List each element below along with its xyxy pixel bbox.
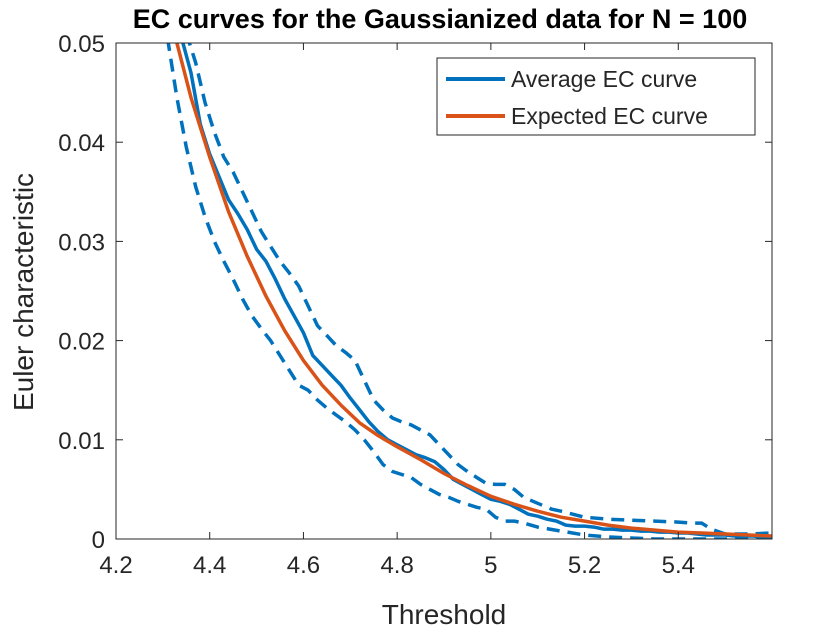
y-tick-label: 0.04 [58,130,105,157]
y-tick-label: 0.05 [58,31,105,58]
legend-label-average: Average EC curve [511,66,697,92]
legend-label-expected: Expected EC curve [511,103,708,129]
series-upper-bound-line [187,43,772,536]
y-tick-label: 0.03 [58,229,105,256]
chart-title: EC curves for the Gaussianized data for … [133,4,747,34]
x-axis-title: Threshold [382,599,507,630]
x-tick-label: 4.4 [193,552,226,579]
x-tick-label: 4.6 [287,552,320,579]
y-tick-label: 0.01 [58,428,105,455]
y-axis-title: Euler characteristic [8,173,39,411]
x-tick-label: 5.4 [662,552,695,579]
series-lower-bound-line [166,43,772,539]
x-tick-label: 5 [484,552,497,579]
x-tick-label: 4.2 [99,552,132,579]
legend: Average EC curve Expected EC curve [436,57,756,136]
x-tick-label: 4.8 [380,552,413,579]
y-tick-label: 0 [92,527,105,554]
legend-box [436,57,756,136]
y-tick-label: 0.02 [58,329,105,356]
tick-layer: 4.2 4.4 4.6 4.8 5 5.2 5.4 0 0.01 0.02 0.03 0.04 0.05 [58,31,772,579]
plot-frame [115,42,773,540]
series-expected-ec-line [175,43,772,538]
series-layer [166,43,772,539]
x-tick-label: 5.2 [568,552,601,579]
